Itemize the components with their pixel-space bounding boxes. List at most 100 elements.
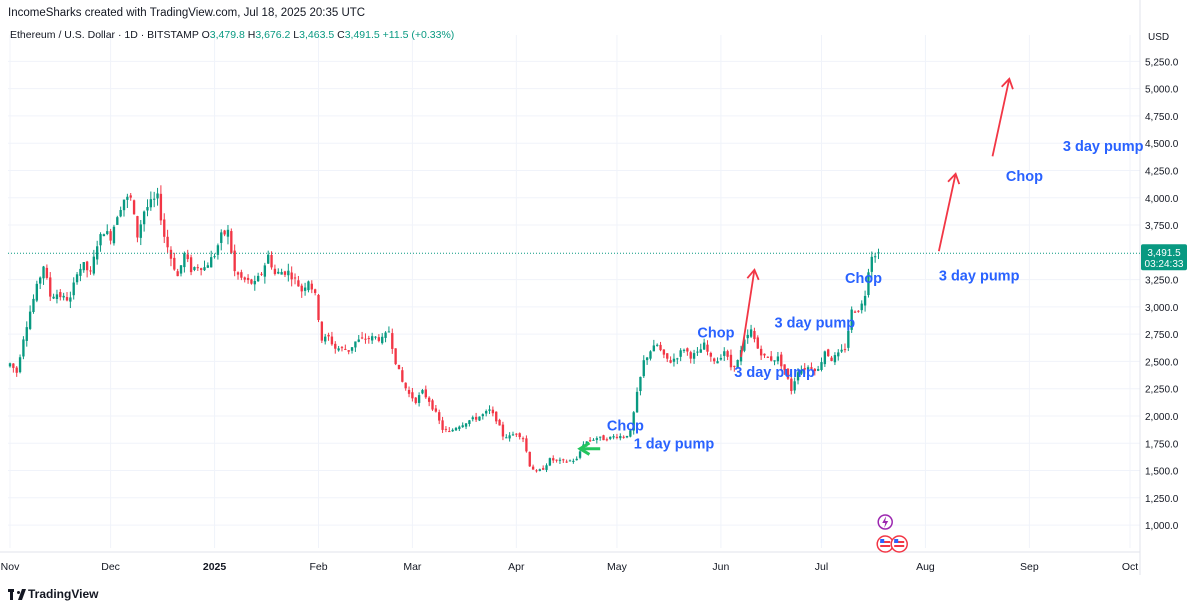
candle-body (458, 426, 461, 430)
footer-brand[interactable]: TradingView (8, 587, 98, 601)
candle-body (293, 277, 297, 279)
candle-body (820, 362, 823, 370)
candle-body (129, 195, 132, 198)
x-tick-label: Sep (1020, 561, 1039, 573)
candle-body (146, 207, 149, 211)
candle-body (169, 249, 173, 259)
candle-body (85, 261, 89, 271)
y-tick-label: 4,250.0 (1145, 166, 1179, 177)
low-value: 3,463.5 (299, 29, 335, 41)
candle-body (676, 358, 679, 360)
flag-canton (894, 539, 899, 543)
y-tick-label: 5,250.0 (1145, 57, 1179, 68)
candle-body (230, 231, 233, 253)
candle-body (816, 369, 820, 371)
candle-body (243, 277, 246, 280)
candle-body (706, 344, 709, 352)
y-tick-label: 1,750.0 (1145, 439, 1179, 450)
candle-body (619, 435, 622, 439)
low-label: L (293, 29, 300, 41)
candle-body (873, 256, 877, 258)
change-value: +11.5 (+0.33%) (382, 29, 455, 41)
candle-body (267, 254, 270, 264)
candle-body (159, 193, 163, 221)
candle-body (49, 277, 52, 297)
candle-body (783, 364, 786, 371)
annotation-label: 1 day pump (634, 437, 715, 453)
candle-body (505, 437, 508, 439)
candle-body (344, 348, 347, 350)
last-price-countdown: 03:24:33 (1145, 259, 1184, 270)
candle-body (206, 265, 210, 268)
candle-body (595, 438, 598, 440)
candle-body (645, 357, 649, 361)
candle-body (692, 353, 696, 359)
candle-body (495, 411, 498, 422)
currency-label: USD (1148, 32, 1169, 43)
candle-body (625, 435, 629, 438)
candle-body (203, 267, 206, 271)
candle-body (96, 246, 99, 260)
candle-body (746, 334, 749, 339)
candle-body (136, 216, 139, 238)
candle-body (669, 360, 672, 363)
trend-arrow-line (740, 269, 756, 358)
trend-arrow-line (991, 78, 1011, 157)
candle-body (303, 287, 307, 291)
candle-body (166, 236, 169, 248)
flag-stripe (880, 545, 891, 547)
candle-body (142, 211, 146, 225)
candle-body (719, 357, 723, 360)
candle-body (176, 271, 179, 277)
candle-body (240, 272, 243, 278)
candle-body (679, 350, 682, 357)
arrow-head-icon (1001, 77, 1014, 90)
candle-body (22, 339, 25, 357)
candle-body (434, 408, 438, 412)
candle-body (310, 283, 313, 290)
symbol-legend: Ethereum / U.S. Dollar · 1D · BITSTAMP O… (10, 29, 454, 41)
candle-body (283, 271, 287, 275)
candle-body (635, 391, 639, 413)
candle-body (116, 217, 119, 225)
candle-body (796, 372, 800, 381)
candle-body (324, 336, 327, 342)
candle-body (139, 224, 142, 238)
candle-body (870, 256, 873, 272)
candle-body (780, 354, 783, 367)
candle-body (488, 409, 491, 411)
candle-body (72, 282, 75, 296)
candle-body (656, 344, 659, 346)
candle-body (599, 436, 602, 438)
candle-body (193, 267, 196, 270)
y-tick-label: 3,750.0 (1145, 221, 1179, 232)
candle-body (297, 280, 300, 287)
candle-body (173, 257, 176, 270)
candle-body (394, 348, 397, 365)
x-tick-label: May (607, 561, 628, 573)
candle-body (548, 458, 552, 466)
candle-body (699, 349, 702, 353)
candle-body (340, 347, 344, 349)
candle-body (568, 460, 572, 462)
candle-body (414, 397, 417, 403)
candle-body (696, 351, 699, 353)
candle-body (776, 356, 780, 362)
candle-body (246, 277, 250, 281)
candle-body (364, 338, 367, 340)
y-tick-label: 2,500.0 (1145, 357, 1179, 368)
candle-body (498, 419, 501, 426)
candle-body (186, 254, 189, 260)
candle-body (300, 285, 303, 292)
candle-body (82, 262, 85, 271)
candle-body (702, 342, 706, 350)
candle-body (320, 321, 324, 341)
candle-body (682, 349, 686, 351)
candle-body (471, 417, 474, 420)
candle-body (756, 337, 759, 349)
candle-body (528, 451, 531, 467)
candle-body (501, 424, 505, 437)
candle-body (256, 275, 260, 282)
candle-body (743, 339, 746, 351)
